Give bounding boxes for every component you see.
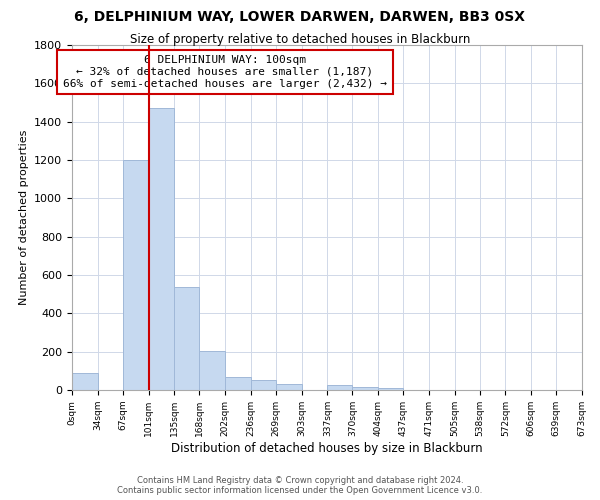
Text: 6, DELPHINIUM WAY, LOWER DARWEN, DARWEN, BB3 0SX: 6, DELPHINIUM WAY, LOWER DARWEN, DARWEN,… (74, 10, 526, 24)
Bar (123, 160, 149, 390)
Text: Contains HM Land Registry data © Crown copyright and database right 2024.
Contai: Contains HM Land Registry data © Crown c… (118, 476, 482, 495)
Text: Size of property relative to detached houses in Blackburn: Size of property relative to detached ho… (130, 32, 470, 46)
Bar (328, 385, 352, 390)
Bar (225, 376, 251, 390)
Bar (276, 384, 302, 390)
Bar (72, 373, 98, 390)
Bar (378, 388, 403, 390)
Bar (149, 108, 175, 390)
Text: 6 DELPHINIUM WAY: 100sqm
← 32% of detached houses are smaller (1,187)
66% of sem: 6 DELPHINIUM WAY: 100sqm ← 32% of detach… (63, 56, 387, 88)
Bar (251, 380, 276, 390)
Bar (175, 286, 199, 390)
Bar (352, 387, 378, 390)
X-axis label: Distribution of detached houses by size in Blackburn: Distribution of detached houses by size … (171, 442, 483, 454)
Bar (199, 350, 225, 390)
Y-axis label: Number of detached properties: Number of detached properties (19, 130, 29, 305)
